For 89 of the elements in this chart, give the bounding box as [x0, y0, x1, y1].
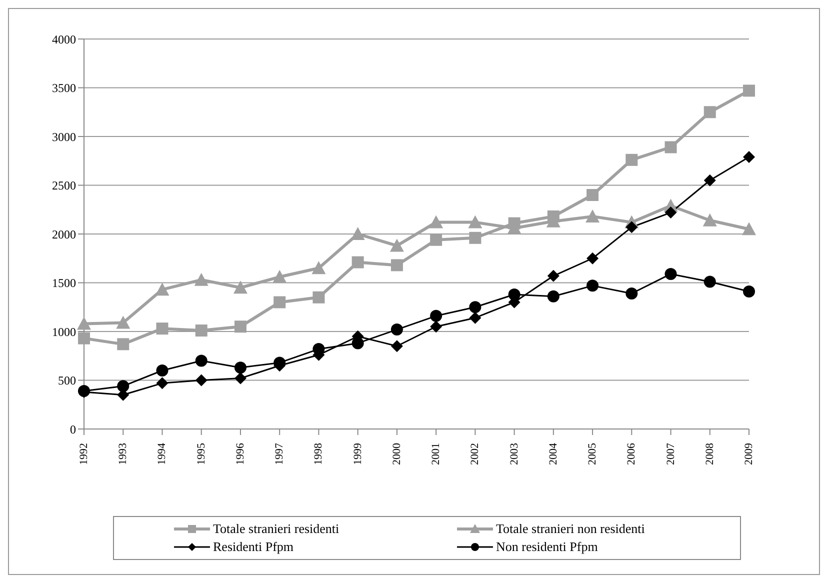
y-tick-label: 0: [70, 422, 76, 436]
x-tick-label: 2002: [469, 443, 482, 465]
point: [390, 238, 404, 252]
point: [233, 280, 248, 294]
x-tick-label: 1995: [195, 442, 208, 465]
point: [156, 322, 168, 335]
point: [194, 272, 208, 286]
point: [469, 301, 482, 314]
point: [195, 324, 208, 337]
point: [626, 221, 638, 234]
x-tick-label: 2005: [586, 442, 599, 465]
x-tick-label: 1999: [352, 442, 364, 465]
point: [743, 286, 755, 298]
point: [116, 316, 130, 329]
point: [469, 232, 482, 244]
x-tick-label: 1994: [156, 442, 168, 465]
point: [117, 380, 130, 392]
y-tick-label: 1500: [52, 276, 76, 290]
point: [274, 356, 286, 369]
point: [704, 106, 716, 118]
x-tick-label: 2003: [508, 442, 520, 465]
point: [352, 337, 364, 350]
x-tick-label: 1996: [234, 442, 246, 465]
legend-label: Non residenti Pfpm: [496, 539, 598, 555]
point: [704, 276, 716, 288]
point: [156, 364, 168, 376]
point: [586, 252, 599, 264]
point: [234, 362, 246, 374]
point: [234, 320, 246, 333]
y-tick-label: 1000: [52, 324, 76, 339]
point: [664, 268, 677, 280]
point: [312, 291, 325, 304]
point: [155, 282, 170, 296]
x-tick-label: 1992: [78, 443, 90, 465]
point: [547, 290, 560, 302]
point: [234, 372, 246, 384]
point: [117, 338, 130, 350]
point: [272, 270, 287, 283]
point: [547, 270, 560, 282]
point: [626, 287, 638, 300]
point: [390, 340, 403, 352]
point: [78, 332, 90, 344]
legend-label: Totale stranieri non residenti: [496, 521, 645, 537]
point: [704, 174, 716, 186]
point: [586, 209, 600, 222]
y-tick-label: 4000: [52, 32, 76, 46]
point: [352, 256, 364, 268]
y-tick-label: 2500: [52, 178, 76, 193]
point: [77, 316, 91, 330]
x-tick-label: 1998: [312, 442, 325, 465]
point: [586, 189, 599, 201]
point: [430, 310, 442, 322]
point: [350, 227, 365, 240]
x-tick-label: 2007: [664, 442, 677, 465]
point: [508, 288, 520, 300]
x-tick-label: 2008: [704, 442, 716, 465]
x-tick-label: 2000: [390, 442, 403, 465]
point: [469, 312, 482, 324]
x-tick-label: 2001: [430, 443, 442, 465]
point: [156, 377, 168, 390]
point: [743, 150, 755, 163]
x-tick-label: 2009: [743, 442, 755, 465]
point: [390, 259, 403, 272]
legend-label: Totale stranieri residenti: [213, 521, 340, 537]
legend-label: Residenti Pfpm: [213, 539, 294, 555]
point: [702, 213, 717, 226]
point: [664, 206, 677, 219]
point: [312, 261, 326, 274]
y-tick-label: 3000: [52, 130, 76, 144]
point: [430, 320, 442, 333]
point: [742, 222, 756, 236]
point: [586, 280, 599, 292]
x-tick-label: 1997: [274, 442, 286, 465]
point: [468, 215, 482, 228]
point: [390, 324, 403, 336]
point: [430, 234, 442, 246]
point: [195, 354, 208, 367]
x-tick-label: 1993: [117, 442, 130, 465]
point: [195, 374, 208, 386]
point: [274, 296, 286, 308]
y-tick-label: 500: [58, 374, 76, 388]
point: [664, 141, 677, 154]
point: [743, 84, 755, 97]
point: [429, 215, 444, 228]
y-tick-label: 2000: [52, 227, 76, 242]
point: [626, 154, 638, 166]
y-tick-label: 3500: [52, 81, 76, 96]
x-tick-label: 2006: [626, 442, 638, 465]
x-tick-label: 2004: [547, 442, 560, 465]
